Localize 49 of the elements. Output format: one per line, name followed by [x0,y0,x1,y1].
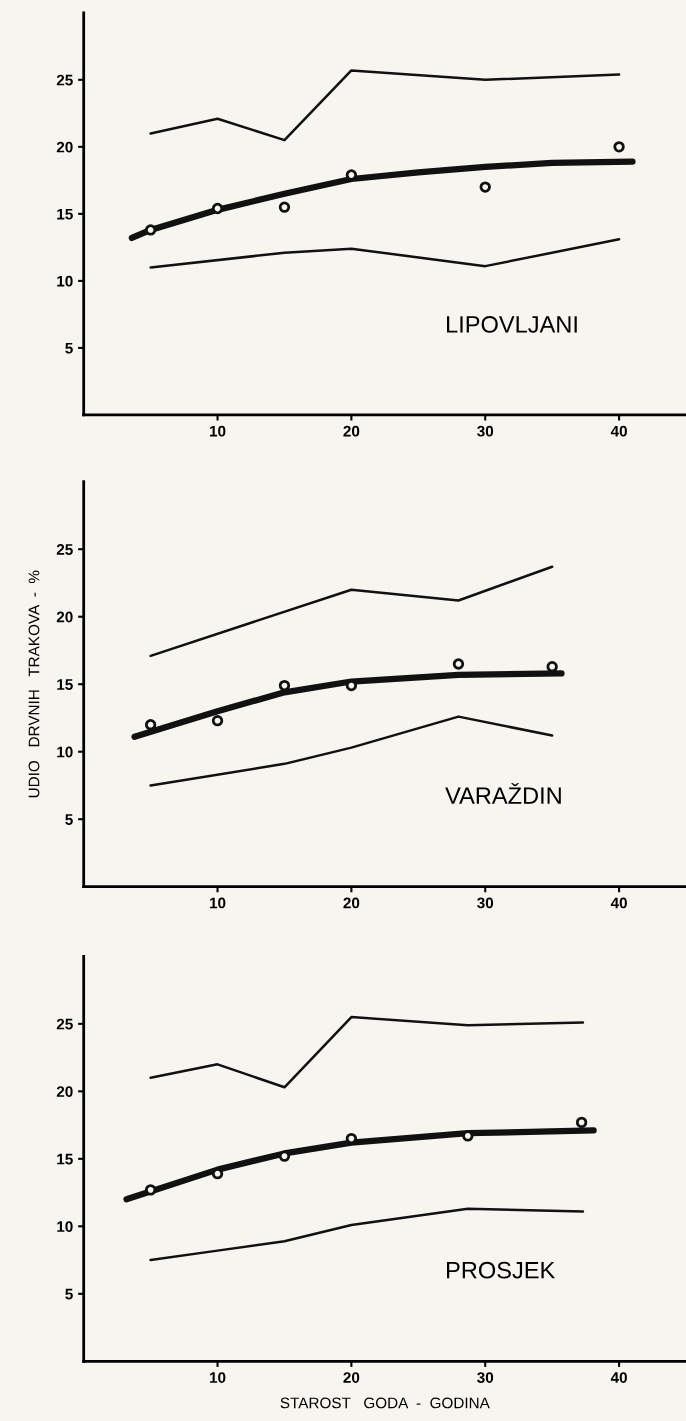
y-tick-label: 20 [56,141,73,153]
y-tick-label: 10 [57,1221,73,1233]
x-tick-label: 20 [343,1372,360,1383]
line-series [149,565,554,658]
point [144,224,157,236]
point [144,719,157,731]
x-tick-label: 40 [610,1372,627,1383]
x-tick-label: 30 [477,1372,494,1383]
point [575,1116,588,1129]
line-series [149,238,621,269]
x-tick-label: 30 [477,425,494,437]
x-tick-label: 10 [210,1372,226,1383]
x-tick-label: 10 [210,897,226,909]
x-tick-label: 40 [610,425,627,437]
y-tick-label: 25 [56,544,73,555]
y-tick-label: 10 [57,746,73,758]
point [144,1184,157,1196]
x-tick-label: 40 [610,897,627,909]
annotation: LIPOVLJANI [447,316,577,333]
line-series [149,1207,585,1262]
y-tick-label: 5 [65,342,73,354]
x-tick-label: 20 [343,897,360,909]
y-tick-label: 5 [65,814,73,825]
point [479,181,491,193]
y-tick-label: 10 [57,275,73,287]
y-tick-label: 25 [56,74,73,86]
point [613,141,625,153]
line-series [149,1015,585,1089]
y-tick-label: 5 [65,1288,73,1300]
x-tick-label: 20 [343,425,360,437]
point [462,1130,474,1142]
point [278,201,291,213]
y-tick-label: 15 [57,679,73,690]
point [211,202,224,215]
x-tick-label: 10 [210,425,226,437]
annotation: VARAŽDIN [445,783,561,804]
line-series [149,69,621,142]
y-tick-label: 15 [57,208,73,220]
annotation: PROSJEK [447,1261,556,1279]
point [278,1150,291,1162]
y-tick-label: 20 [56,1086,73,1098]
x-axis-title: STAROST GODA - GODINA [280,1397,490,1409]
y-tick-label: 25 [56,1018,73,1030]
point [211,714,224,727]
y-tick-label: 15 [57,1153,73,1165]
point [452,658,465,670]
y-tick-label: 20 [56,611,73,623]
x-tick-label: 30 [477,897,494,909]
y-axis-title: UDIO DRVNIH TRAKOVA - % [28,570,40,798]
